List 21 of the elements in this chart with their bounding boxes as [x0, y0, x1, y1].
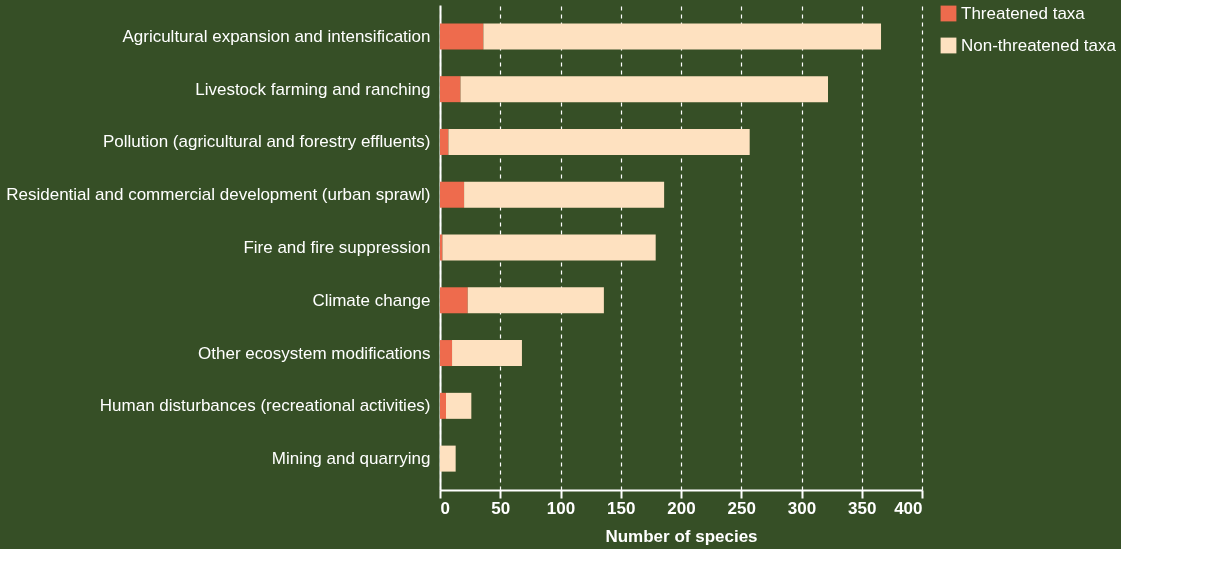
x-tick-label: 50	[491, 498, 511, 518]
x-tick-label: 0	[440, 498, 450, 518]
y-tick-label: Pollution (agricultural and forestry effluents)	[102, 132, 431, 152]
legend-label: Non-threatened taxa	[961, 35, 1117, 55]
y-tick-label: Fire and fire suppression	[243, 238, 431, 257]
x-tick-label: 300	[787, 498, 817, 518]
y-tick-label: Agricultural expansion and intensification	[122, 26, 431, 46]
x-tick-label: 100	[546, 498, 576, 518]
y-tick-label: Climate change	[312, 290, 431, 310]
y-tick-label: Human disturbances (recreational activities)	[99, 396, 431, 416]
x-tick-label: 250	[727, 498, 756, 518]
x-tick-label: 350	[848, 498, 877, 518]
x-axis-title: Number of species	[605, 526, 758, 546]
x-tick-label: 150	[607, 498, 636, 518]
x-tick-label: 200	[667, 498, 696, 518]
y-tick-label: Residential and commercial development (urban sprawl)	[6, 185, 431, 205]
legend-label: Threatened taxa	[961, 3, 1086, 23]
y-tick-label: Mining and quarrying	[271, 449, 431, 469]
y-tick-label: Other ecosystem modifications	[198, 343, 431, 363]
x-tick-label: 400	[894, 498, 923, 518]
y-tick-label: Livestock farming and ranching	[195, 79, 431, 99]
